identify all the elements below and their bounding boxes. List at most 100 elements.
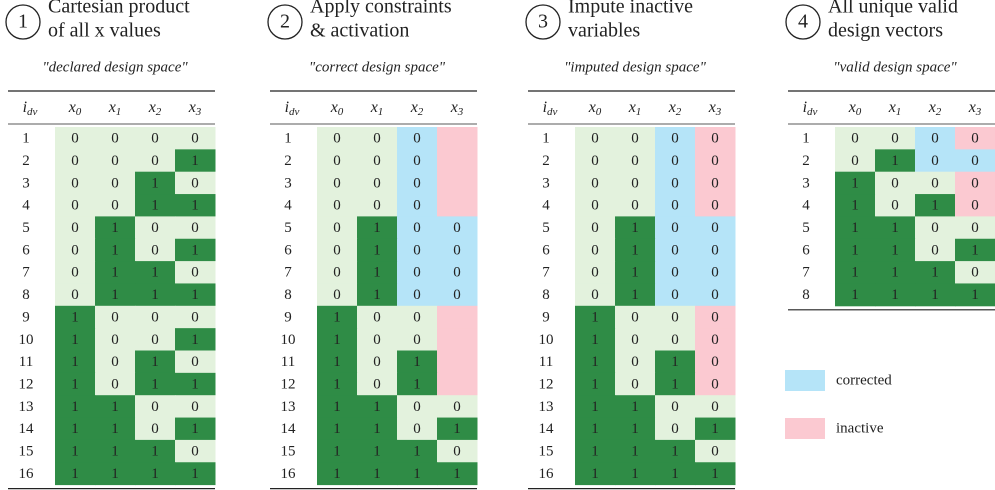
cell-value: 0 — [413, 287, 421, 303]
cell-value: 1 — [591, 466, 599, 482]
cell-value: 0 — [71, 220, 79, 236]
cell — [357, 417, 398, 441]
cell — [915, 216, 956, 240]
cell-value: 0 — [971, 198, 979, 214]
row-index: 8 — [284, 287, 292, 303]
row-index: 16 — [281, 466, 297, 482]
cell-value: 0 — [631, 309, 639, 325]
cell — [397, 149, 438, 173]
cell — [695, 417, 736, 441]
cell-value: 0 — [711, 287, 719, 303]
cell-value: 0 — [373, 153, 381, 169]
cell — [135, 283, 176, 307]
header-sub: dv — [27, 106, 38, 118]
cell — [357, 238, 398, 262]
cell — [875, 127, 916, 150]
cell — [575, 395, 616, 419]
header-base: x — [450, 99, 458, 116]
step-title: All unique valid — [828, 0, 958, 18]
header-sub: 1 — [378, 106, 384, 118]
cell-value: 1 — [373, 444, 381, 460]
cell-value: 1 — [191, 198, 199, 214]
cell-value: 0 — [453, 265, 461, 281]
cell-value: 0 — [333, 153, 341, 169]
cell-value: 0 — [373, 198, 381, 214]
cell-value: 0 — [971, 153, 979, 169]
row-index: 1 — [542, 131, 550, 147]
header-base: x — [928, 99, 936, 116]
cell — [95, 171, 136, 195]
cell-value: 1 — [71, 354, 79, 370]
cell — [655, 328, 696, 351]
cell — [55, 417, 96, 441]
cell-value: 1 — [333, 466, 341, 482]
row-index: 7 — [542, 265, 550, 281]
cell — [835, 261, 876, 284]
cell — [915, 171, 956, 195]
cell — [915, 149, 956, 173]
cell — [575, 417, 616, 441]
cell-value: 1 — [851, 287, 859, 303]
cell — [357, 439, 398, 463]
row-index: 2 — [802, 153, 810, 169]
cell — [397, 194, 438, 217]
cell — [955, 127, 995, 150]
cell — [695, 171, 736, 195]
cell-value: 0 — [591, 153, 599, 169]
cell-value: 0 — [111, 175, 119, 191]
header-sub: 0 — [856, 106, 862, 118]
cell — [175, 350, 216, 374]
header-base: x — [888, 99, 896, 116]
cell-value: 0 — [413, 421, 421, 437]
cell — [437, 149, 478, 173]
cell-value: 1 — [71, 309, 79, 325]
row-index: 4 — [284, 198, 292, 214]
cell-value: 0 — [711, 265, 719, 281]
cell — [575, 216, 616, 240]
cell-value: 0 — [591, 131, 599, 147]
cell-value: 1 — [333, 376, 341, 392]
cell — [875, 261, 916, 284]
header-sub: 0 — [338, 106, 344, 118]
cell-value: 1 — [333, 332, 341, 348]
cell — [317, 283, 358, 307]
cell-value: 0 — [71, 131, 79, 147]
cell-value: 1 — [671, 466, 679, 482]
cell-value: 0 — [71, 198, 79, 214]
step-circle — [785, 4, 821, 40]
cell-value: 1 — [891, 242, 899, 258]
cell — [695, 328, 736, 351]
cell — [357, 149, 398, 173]
cell — [655, 372, 696, 396]
cell — [317, 350, 358, 374]
cell-value: 1 — [851, 198, 859, 214]
cell — [135, 305, 176, 329]
cell-value: 0 — [111, 332, 119, 348]
space-label: "correct design space" — [309, 59, 446, 75]
row-index: 2 — [284, 153, 292, 169]
column-header: x1 — [108, 99, 122, 118]
cell-value: 1 — [631, 265, 639, 281]
cell-value: 0 — [191, 131, 199, 147]
cell-value: 0 — [413, 220, 421, 236]
row-index: 8 — [542, 287, 550, 303]
cell-value: 1 — [591, 399, 599, 415]
cell — [397, 462, 438, 486]
cell-value: 1 — [413, 444, 421, 460]
cell-value: 1 — [851, 265, 859, 281]
cell-value: 1 — [711, 466, 719, 482]
row-index: 6 — [802, 242, 810, 258]
cell — [575, 149, 616, 173]
row-index: 15 — [539, 444, 554, 460]
cell-value: 0 — [191, 220, 199, 236]
row-index: 1 — [22, 131, 30, 147]
header-sub: 1 — [116, 106, 122, 118]
row-index: 9 — [284, 309, 292, 325]
column-header: x1 — [628, 99, 642, 118]
cell — [615, 395, 656, 419]
cell-value: 1 — [111, 466, 119, 482]
header-sub: 0 — [76, 106, 82, 118]
cell — [875, 238, 916, 262]
cell — [135, 462, 176, 486]
cell — [955, 194, 995, 217]
